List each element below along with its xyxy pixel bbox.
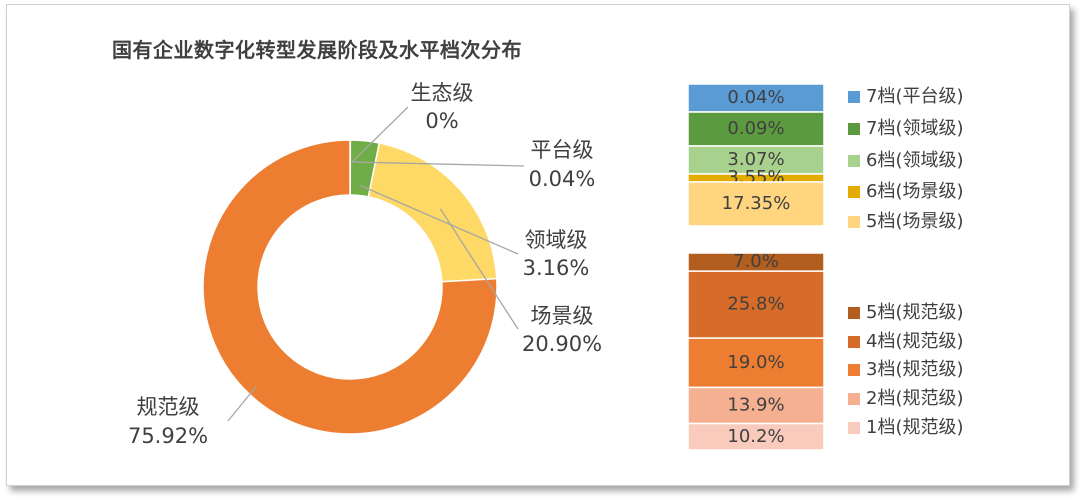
legend-swatch [848, 91, 860, 103]
legend-label: 6档(场景级) [866, 181, 964, 202]
leader-line [360, 184, 519, 255]
leader-line [351, 161, 525, 167]
bar-value-label: 25.8% [727, 294, 784, 315]
bar-value-label: 0.09% [727, 118, 784, 139]
slice-value-label: 0.04% [529, 167, 596, 191]
legend-label: 6档(领域级) [866, 150, 964, 171]
legend-swatch [848, 307, 860, 319]
legend-swatch [848, 216, 860, 228]
slice-category-label: 规范级 [137, 395, 200, 419]
bar-segment [687, 111, 825, 147]
bar-value-label: 19.0% [727, 352, 784, 373]
slice-value-label: 3.16% [523, 256, 590, 280]
bar-value-label: 0.04% [727, 87, 784, 108]
bar-value-label: 3.07% [727, 149, 784, 170]
slice-value-label: 0% [425, 109, 458, 133]
slice-value-label: 75.92% [128, 424, 208, 448]
bar-segment [687, 337, 825, 389]
chart-frame [6, 4, 1070, 486]
donut-slice [202, 139, 498, 435]
bar-value-label: 10.2% [727, 426, 784, 447]
legend-label: 2档(规范级) [866, 388, 964, 409]
chart-title: 国有企业数字化转型发展阶段及水平档次分布 [112, 38, 522, 62]
legend-swatch [848, 336, 860, 348]
slice-category-label: 平台级 [531, 138, 594, 162]
slice-value-label: 20.90% [522, 332, 602, 356]
leader-line [351, 106, 409, 163]
bar-segment [687, 181, 825, 227]
bar-segment [687, 270, 825, 339]
bar-segment [687, 422, 825, 451]
legend-swatch [848, 155, 860, 167]
legend-label: 4档(规范级) [866, 331, 964, 352]
legend-swatch [848, 123, 860, 135]
legend-label: 7档(领域级) [866, 118, 964, 139]
bar-value-label: 17.35% [722, 193, 791, 214]
legend-label: 5档(规范级) [866, 302, 964, 323]
leader-line [227, 386, 257, 422]
slice-category-label: 场景级 [531, 304, 594, 328]
legend-label: 3档(规范级) [866, 359, 964, 380]
legend-label: 1档(规范级) [866, 417, 964, 438]
legend-swatch [848, 393, 860, 405]
leader-line [439, 208, 519, 330]
bar-value-label: 7.0% [733, 251, 779, 272]
legend-swatch [848, 422, 860, 434]
legend-swatch [848, 186, 860, 198]
legend-label: 5档(场景级) [866, 211, 964, 232]
slice-category-label: 领域级 [525, 228, 588, 252]
legend-swatch [848, 364, 860, 376]
bar-segment [687, 145, 825, 175]
legend-label: 7档(平台级) [866, 86, 964, 107]
bar-value-label: 13.9% [727, 394, 784, 415]
bar-segment [687, 386, 825, 425]
slice-category-label: 生态级 [411, 81, 474, 105]
